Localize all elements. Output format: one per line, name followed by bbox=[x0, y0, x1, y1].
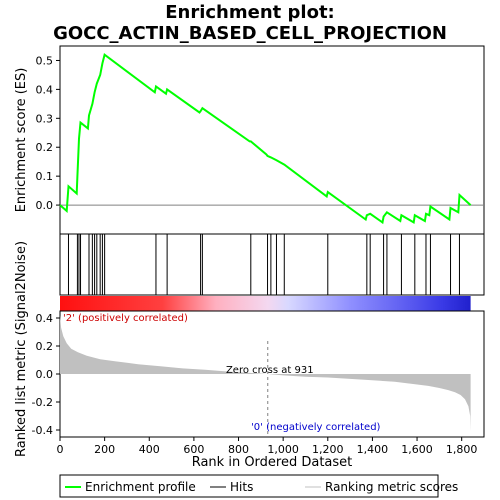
es-y-tick-label: 0.3 bbox=[36, 112, 54, 125]
metric-y-tick-label: 0.4 bbox=[36, 312, 54, 325]
x-tick-label: 400 bbox=[139, 443, 160, 456]
x-axis-label: Rank in Ordered Dataset bbox=[192, 455, 353, 470]
es-y-tick-label: 0.5 bbox=[36, 54, 54, 67]
es-y-axis-label: Enrichment score (ES) bbox=[14, 68, 29, 213]
ranking-color-bar bbox=[60, 296, 471, 311]
x-tick-label: 1,800 bbox=[446, 443, 478, 456]
legend-label: Ranking metric scores bbox=[325, 480, 458, 494]
es-y-tick-label: 0.0 bbox=[36, 199, 54, 212]
metric-y-tick-label: -0.2 bbox=[32, 396, 53, 409]
x-tick-label: 1,600 bbox=[401, 443, 433, 456]
es-y-tick-label: 0.1 bbox=[36, 170, 54, 183]
metric-y-tick-label: 0.0 bbox=[36, 368, 54, 381]
metric-y-tick-label: -0.4 bbox=[32, 424, 53, 437]
es-y-tick-label: 0.2 bbox=[36, 141, 54, 154]
positive-correlation-label: '2' (positively correlated) bbox=[63, 313, 188, 324]
x-tick-label: 0 bbox=[57, 443, 64, 456]
negative-correlation-label: '0' (negatively correlated) bbox=[251, 422, 380, 433]
es-panel-frame bbox=[60, 46, 484, 234]
hits-panel-frame bbox=[60, 234, 484, 295]
metric-y-axis-label: Ranked list metric (Signal2Noise) bbox=[14, 241, 29, 457]
zero-cross-label: Zero cross at 931 bbox=[226, 365, 314, 376]
metric-y-tick-label: 0.2 bbox=[36, 340, 54, 353]
legend-label: Enrichment profile bbox=[85, 480, 196, 494]
legend-label: Hits bbox=[230, 480, 253, 494]
es-y-tick-label: 0.4 bbox=[36, 83, 54, 96]
x-tick-label: 1,400 bbox=[357, 443, 389, 456]
x-tick-label: 200 bbox=[94, 443, 115, 456]
